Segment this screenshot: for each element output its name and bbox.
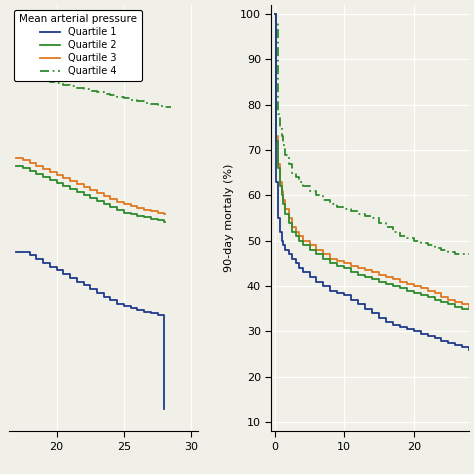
Legend: Quartile 1, Quartile 2, Quartile 3, Quartile 4: Quartile 1, Quartile 2, Quartile 3, Quar… (14, 9, 142, 81)
Y-axis label: 90-day mortaly (%): 90-day mortaly (%) (224, 164, 234, 272)
